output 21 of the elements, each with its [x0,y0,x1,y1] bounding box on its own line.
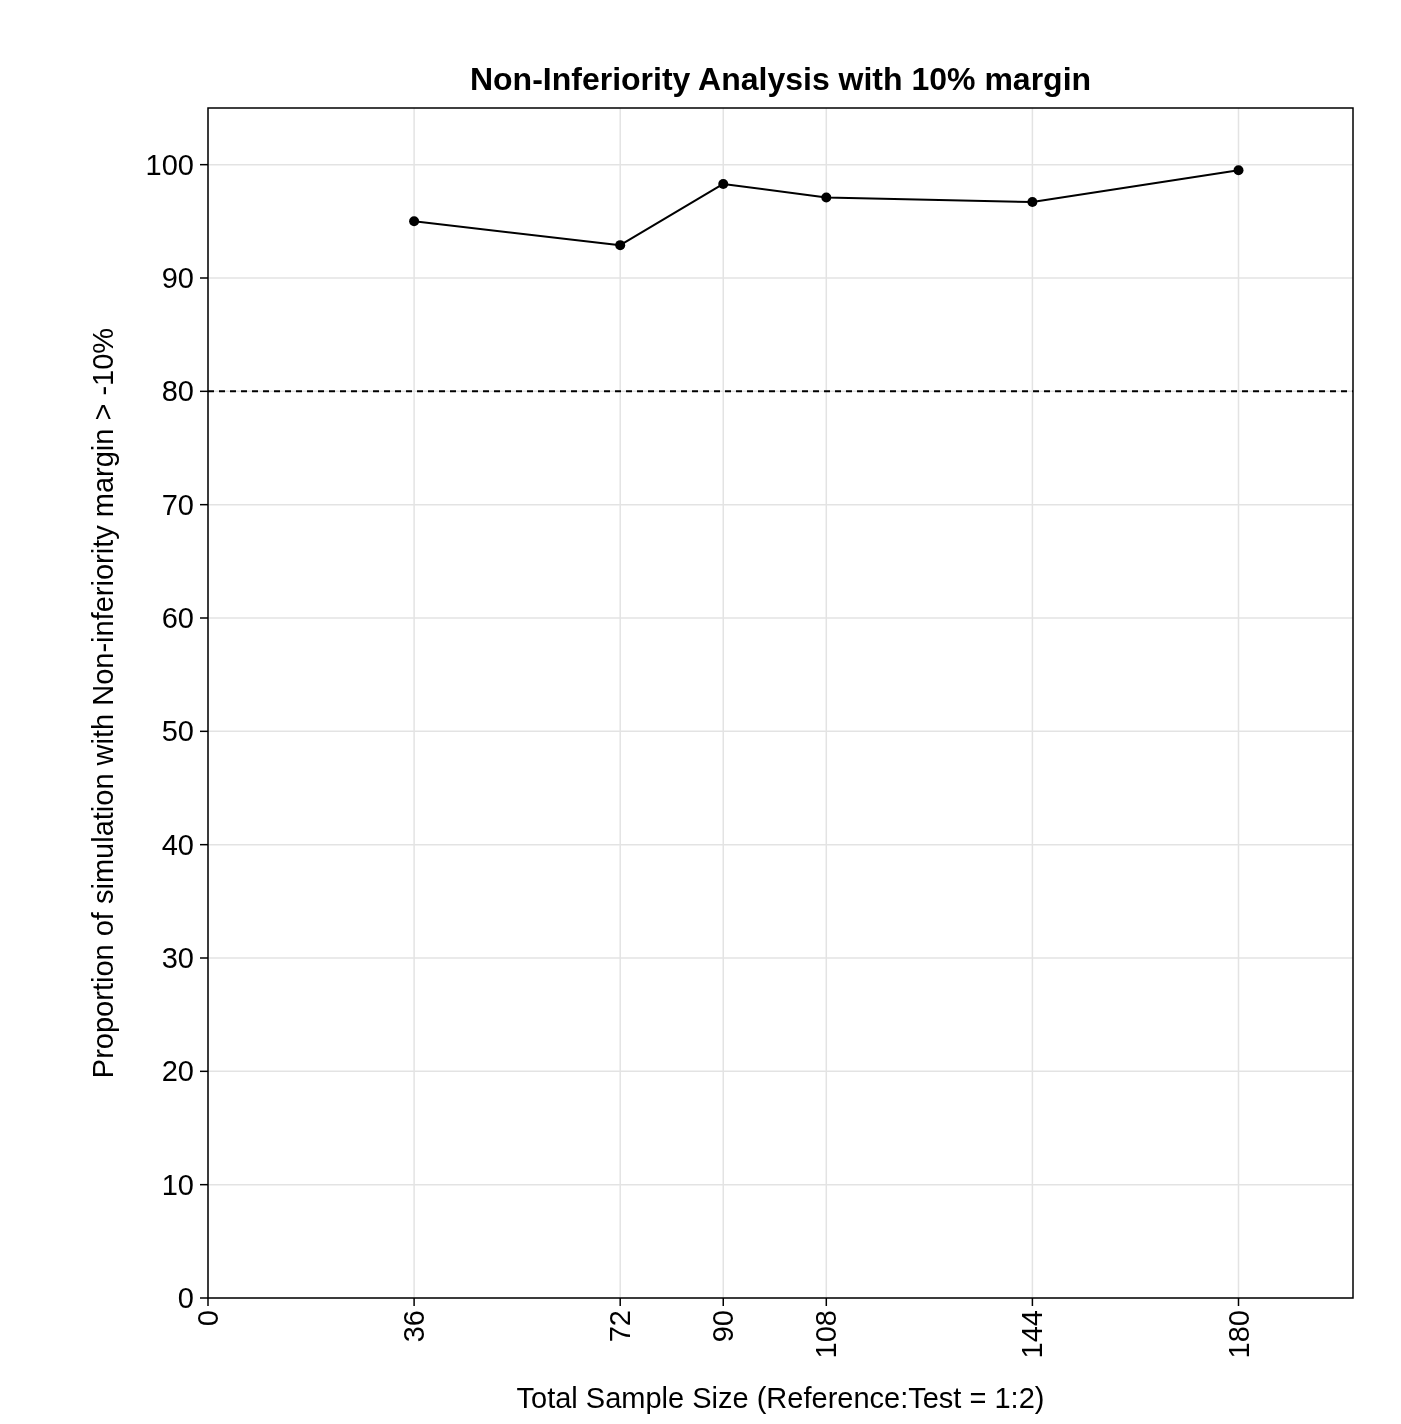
y-tick-label: 50 [161,715,194,748]
x-tick-label: 180 [1222,1310,1255,1359]
y-axis-title: Proportion of simulation with Non-inferiority margin > -10% [87,327,119,1079]
y-tick-label: 90 [161,262,194,294]
x-tick-label: 72 [604,1310,637,1343]
x-tick-label: 90 [707,1310,740,1343]
x-tick-label: 0 [192,1310,224,1327]
y-tick-label: 60 [161,602,194,634]
x-tick-label: 36 [398,1310,431,1343]
y-tick-label: 40 [161,828,194,861]
chart-title: Non-Inferiority Analysis with 10% margin [469,61,1092,97]
y-tick-label: 20 [161,1055,194,1088]
y-tick-label: 70 [161,488,194,521]
y-tick-label: 100 [145,148,194,181]
x-tick-label: 144 [1016,1310,1049,1359]
y-tick-label: 30 [161,942,194,974]
y-tick-label: 10 [161,1168,194,1201]
y-tick-label: 0 [177,1282,194,1314]
y-tick-label: 80 [161,375,194,408]
x-tick-label: 108 [810,1310,843,1359]
x-axis-title: Total Sample Size (Reference:Test = 1:2) [516,1382,1045,1414]
